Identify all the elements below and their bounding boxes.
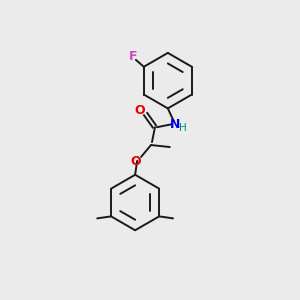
Text: N: N (169, 118, 180, 131)
Text: H: H (179, 123, 187, 133)
Text: O: O (131, 155, 141, 168)
Text: O: O (135, 104, 146, 117)
Text: F: F (129, 50, 137, 63)
